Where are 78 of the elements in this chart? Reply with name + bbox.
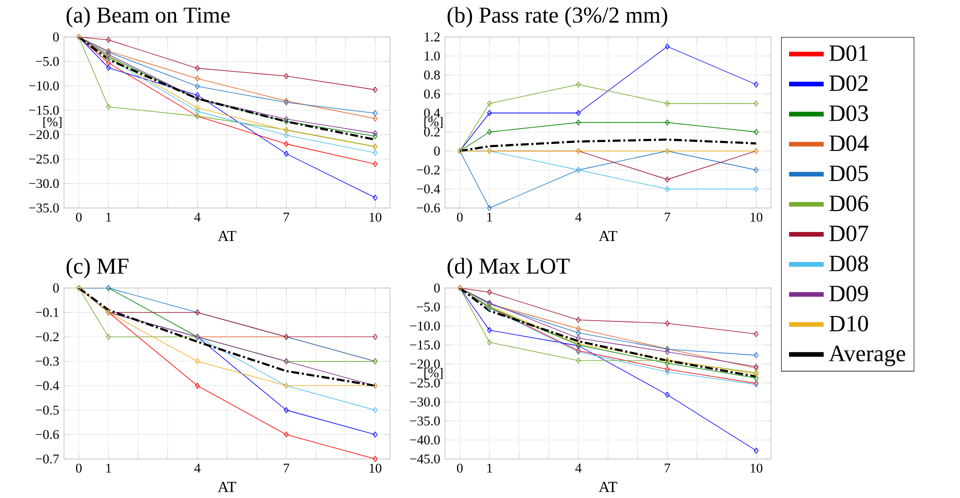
legend-label: D01 [829, 45, 868, 62]
y-tick-label: −20.0 [410, 359, 440, 369]
chart-title: (a) Beam on Time [66, 6, 230, 28]
x-axis-title: AT [218, 482, 236, 492]
legend-label: D02 [829, 75, 868, 92]
legend-label: D05 [829, 165, 868, 182]
y-tick-label: −5.0 [416, 302, 440, 312]
y-tick-label: −0.6 [36, 430, 59, 440]
y-axis-title: [%] [43, 116, 62, 128]
y-tick-label: −25.0 [410, 378, 440, 388]
x-tick-label: 10 [750, 212, 762, 222]
y-tick-label: 0 [434, 146, 440, 156]
legend-label: D03 [829, 105, 868, 122]
y-tick-label: −30.0 [410, 397, 440, 407]
legend-label: D08 [829, 256, 868, 272]
y-tick-label: −10.0 [29, 81, 59, 90]
legend-label: D07 [829, 226, 868, 242]
y-tick-label: −35.0 [410, 416, 440, 426]
x-tick-label: 0 [456, 464, 463, 473]
chart-title: (d) Max LOT [448, 258, 570, 278]
y-tick-label: 1.2 [424, 32, 440, 42]
x-tick-label: 4 [575, 212, 582, 222]
x-tick-label: 1 [487, 212, 492, 222]
y-tick-label: −10.0 [410, 321, 440, 331]
y-tick-label: −0.2 [416, 165, 440, 175]
y-tick-label: −35.0 [29, 203, 59, 213]
y-tick-label: −20.0 [29, 130, 59, 140]
x-tick-label: 10 [370, 464, 382, 473]
x-tick-label: 4 [194, 212, 200, 222]
x-tick-label: 10 [370, 212, 382, 222]
legend-label: D09 [829, 286, 868, 302]
x-tick-label: 1 [487, 464, 492, 472]
x-tick-label: 7 [284, 464, 290, 472]
x-axis-title: AT [598, 482, 618, 492]
x-tick-label: 7 [664, 212, 670, 222]
y-tick-label: −0.3 [36, 356, 59, 366]
x-tick-label: 1 [106, 464, 112, 472]
y-tick-label: −45.0 [410, 454, 440, 464]
legend-label: D10 [829, 316, 868, 332]
y-tick-label: 1.0 [424, 51, 440, 61]
legend-label: D04 [829, 135, 869, 152]
legend-label: D06 [829, 196, 868, 212]
y-tick-label: 0.2 [424, 127, 440, 137]
y-tick-label: −0.2 [36, 332, 59, 342]
x-axis-title: AT [598, 230, 618, 241]
y-tick-label: −0.7 [36, 454, 59, 464]
y-tick-label: −0.4 [36, 381, 60, 390]
y-tick-label: −25.0 [29, 154, 59, 164]
x-tick-label: 7 [284, 212, 290, 222]
y-tick-label: −15.0 [29, 106, 59, 115]
x-axis-title: AT [218, 230, 236, 241]
x-tick-label: 10 [750, 464, 762, 473]
y-axis-title: [%] [424, 368, 442, 379]
y-tick-label: 0.6 [424, 89, 440, 99]
y-tick-label: −0.6 [416, 203, 440, 213]
y-axis-title: [%] [424, 116, 442, 128]
x-tick-label: 0 [76, 464, 82, 473]
x-tick-label: 1 [106, 212, 112, 222]
y-tick-label: −0.4 [416, 184, 440, 194]
x-tick-label: 7 [664, 464, 670, 472]
y-tick-label: −15.0 [410, 340, 440, 350]
y-tick-label: −0.5 [36, 406, 59, 415]
y-tick-label: −40.0 [410, 435, 440, 445]
y-tick-label: 0 [53, 32, 59, 42]
x-tick-label: 4 [194, 464, 200, 472]
chart-title: (c) MF [66, 258, 128, 278]
y-tick-label: 0.4 [424, 108, 440, 118]
y-tick-label: −5.0 [36, 56, 59, 66]
y-tick-label: −0.1 [36, 308, 59, 317]
x-tick-label: 4 [575, 464, 582, 472]
legend-label: Average [828, 346, 906, 366]
y-tick-label: 0.8 [424, 70, 440, 80]
y-tick-label: 0 [434, 283, 440, 292]
chart-title: (b) Pass rate (3%/2 mm) [448, 6, 668, 28]
y-tick-label: 0 [53, 283, 59, 292]
x-tick-label: 0 [456, 212, 463, 222]
x-tick-label: 0 [76, 212, 82, 222]
y-tick-label: −30.0 [29, 179, 59, 188]
